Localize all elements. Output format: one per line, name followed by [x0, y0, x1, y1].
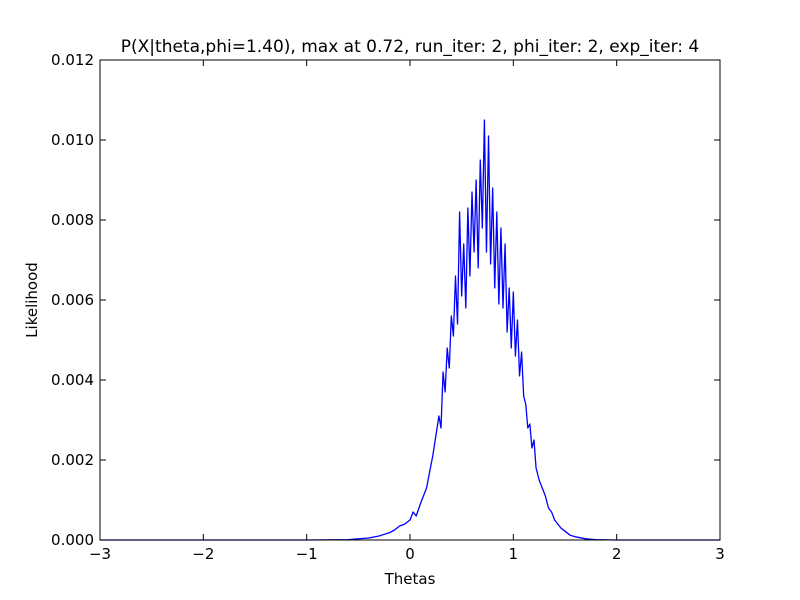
y-tick-label: 0.002	[51, 451, 94, 469]
x-tick-label: −3	[89, 545, 111, 563]
y-tick-label: 0.004	[51, 371, 94, 389]
x-tick-label: 0	[405, 545, 415, 563]
y-tick-label: 0.012	[51, 51, 94, 69]
x-tick-label: −1	[296, 545, 318, 563]
x-tick-label: 3	[715, 545, 725, 563]
y-tick-label: 0.000	[51, 531, 94, 549]
y-tick-label: 0.008	[51, 211, 94, 229]
y-axis: 0.000 0.002 0.004 0.006 0.008 0.010 0.012	[51, 51, 720, 549]
x-axis: −3 −2 −1 0 1 2 3	[89, 60, 725, 563]
y-tick-label: 0.006	[51, 291, 94, 309]
x-tick-label: 2	[612, 545, 622, 563]
plot-layer	[100, 119, 720, 541]
y-tick-label: 0.010	[51, 131, 94, 149]
chart-title: P(X|theta,phi=1.40), max at 0.72, run_it…	[121, 37, 699, 57]
x-tick-label: −2	[192, 545, 214, 563]
x-tick-label: 1	[509, 545, 519, 563]
series-line-0	[100, 119, 720, 541]
plot-frame	[99, 59, 721, 541]
x-axis-label: Thetas	[384, 570, 436, 588]
y-axis-label: Likelihood	[23, 262, 41, 338]
